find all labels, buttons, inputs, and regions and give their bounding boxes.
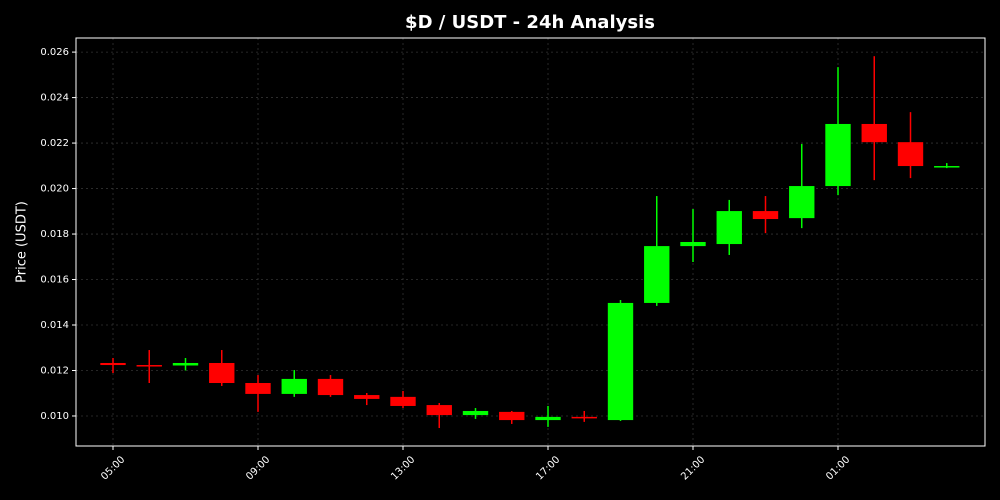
candle-body bbox=[462, 410, 489, 416]
plot-frame bbox=[75, 37, 986, 447]
candle-body bbox=[390, 396, 416, 406]
candle-body bbox=[535, 416, 561, 421]
candle-body bbox=[100, 362, 126, 366]
candle-body bbox=[136, 365, 162, 367]
candle-body bbox=[571, 416, 597, 419]
candle-body bbox=[607, 302, 634, 421]
candle-body bbox=[897, 142, 924, 167]
candle-body bbox=[245, 383, 271, 394]
y-axis-label: Price (USDT) bbox=[15, 201, 30, 283]
candle-body bbox=[172, 362, 199, 366]
y-tick-label: 0.022 bbox=[40, 138, 69, 149]
candle-body bbox=[789, 186, 815, 219]
candle-body bbox=[934, 166, 960, 168]
chart-title: $D / USDT - 24h Analysis bbox=[405, 12, 655, 33]
y-tick-label: 0.020 bbox=[40, 184, 69, 195]
y-tick-label: 0.010 bbox=[40, 411, 69, 422]
candle-body bbox=[716, 211, 742, 245]
candle-body bbox=[825, 123, 851, 187]
y-tick-label: 0.024 bbox=[40, 93, 69, 104]
candle-body bbox=[752, 211, 779, 220]
candle-body bbox=[354, 395, 380, 399]
y-tick-label: 0.016 bbox=[40, 275, 69, 286]
y-tick-label: 0.018 bbox=[40, 229, 69, 240]
candle-body bbox=[209, 362, 235, 384]
candle-body bbox=[426, 405, 452, 416]
candle-body bbox=[317, 378, 344, 396]
candle-body bbox=[861, 123, 887, 143]
candle-body bbox=[281, 378, 307, 394]
y-tick-label: 0.012 bbox=[40, 365, 69, 376]
candle-body bbox=[644, 246, 670, 303]
candle-body bbox=[499, 411, 525, 421]
candle-body bbox=[680, 242, 706, 247]
y-tick-label: 0.014 bbox=[40, 320, 69, 331]
y-tick-label: 0.026 bbox=[40, 47, 69, 58]
